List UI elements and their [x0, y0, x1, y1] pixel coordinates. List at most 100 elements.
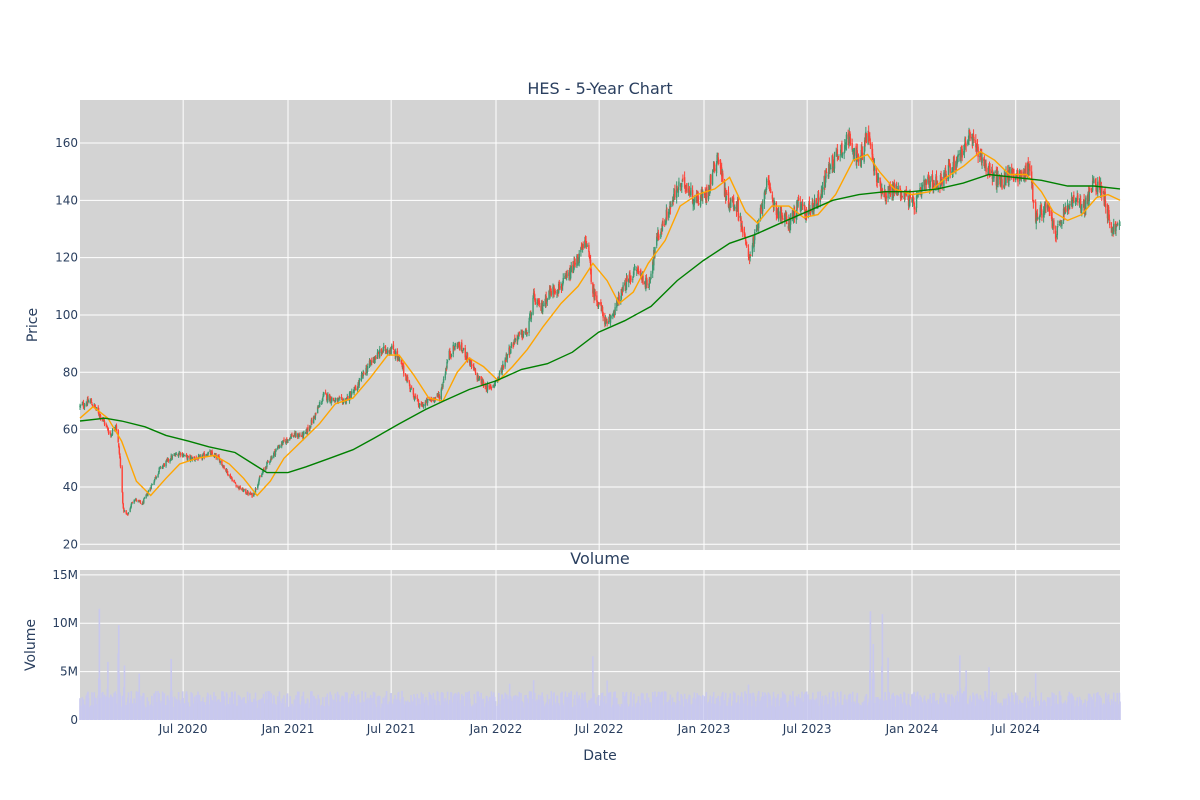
- candle-body: [829, 168, 832, 170]
- candle-body: [391, 345, 393, 349]
- candle-body: [521, 330, 523, 339]
- candle-body: [617, 297, 619, 302]
- candle-body: [518, 331, 521, 334]
- candle-body: [975, 140, 977, 148]
- candle-body: [665, 221, 667, 226]
- candle-body: [775, 202, 778, 216]
- candle-body: [536, 301, 539, 304]
- candle-body: [442, 383, 444, 387]
- candle-body: [490, 385, 492, 387]
- candle-body: [748, 255, 750, 259]
- candle-body: [221, 465, 224, 466]
- volume-bar: [107, 661, 109, 720]
- candle-body: [457, 344, 459, 348]
- candle-body: [550, 290, 552, 296]
- candle-body: [688, 186, 690, 193]
- candle-body: [877, 176, 880, 180]
- candle-body: [885, 195, 888, 199]
- candle-body: [765, 187, 767, 193]
- candle-body: [625, 277, 628, 290]
- candle-body: [632, 276, 635, 278]
- candle-body: [741, 225, 743, 231]
- candle-body: [928, 177, 930, 188]
- candle-body: [131, 502, 133, 505]
- volume-bar: [462, 696, 465, 720]
- candle-body: [887, 190, 889, 199]
- candle-body: [800, 206, 803, 207]
- candle-body: [797, 199, 799, 207]
- volume-bar: [470, 706, 473, 720]
- volume-bar: [837, 702, 840, 720]
- candle-body: [134, 500, 136, 502]
- candle-body: [645, 278, 648, 280]
- volume-bar: [474, 703, 477, 720]
- volume-bars: [79, 608, 1121, 720]
- volume-bar: [892, 692, 894, 720]
- candle-body: [903, 194, 906, 200]
- volume-bar: [801, 701, 804, 720]
- candle-body: [915, 208, 917, 210]
- candle-body: [710, 174, 712, 185]
- candle-body: [97, 407, 99, 412]
- candle-body: [899, 185, 901, 189]
- candle-body: [804, 206, 806, 216]
- candle-body: [125, 510, 127, 514]
- volume-bar: [111, 697, 114, 720]
- candle-body: [747, 248, 750, 257]
- candle-body: [968, 130, 970, 139]
- candle-body: [561, 283, 564, 287]
- candle-body: [844, 145, 846, 153]
- candle-body: [158, 467, 160, 472]
- candle-body: [620, 300, 622, 302]
- volume-bar: [988, 667, 990, 720]
- candle-body: [444, 374, 446, 379]
- volume-bar: [295, 695, 297, 720]
- candle-body: [401, 362, 403, 364]
- candle-body: [1113, 223, 1115, 235]
- candle-body: [458, 345, 461, 350]
- candle-body: [841, 153, 844, 156]
- candle-body: [109, 432, 111, 435]
- volume-bar: [785, 702, 788, 720]
- volume-bar: [609, 691, 612, 720]
- candle-body: [218, 458, 221, 463]
- candle-body: [566, 274, 568, 276]
- candle-body: [1033, 201, 1035, 203]
- candle-body: [565, 275, 567, 278]
- candle-body: [578, 253, 580, 264]
- candle-body: [141, 501, 144, 505]
- candle-body: [828, 164, 830, 178]
- volume-bar: [821, 695, 824, 720]
- candle-body: [339, 397, 341, 399]
- candle-body: [1041, 213, 1043, 218]
- candle-body: [332, 397, 335, 401]
- candle-body: [742, 228, 744, 233]
- candle-body: [772, 199, 774, 203]
- candle-body: [151, 484, 154, 486]
- volume-bar: [98, 608, 101, 720]
- candle-body: [163, 463, 166, 467]
- candle-body: [338, 398, 340, 400]
- candle-body: [597, 303, 600, 307]
- candle-body: [622, 285, 624, 291]
- candle-body: [366, 368, 368, 374]
- volume-tick-label: 0: [70, 713, 78, 727]
- volume-bar: [343, 700, 345, 720]
- volume-bar: [638, 702, 640, 720]
- volume-bar: [336, 691, 339, 720]
- candle-body: [526, 332, 529, 334]
- candle-body: [485, 385, 488, 390]
- candle-body: [879, 182, 882, 191]
- candle-body: [382, 347, 384, 353]
- candle-body: [913, 197, 915, 204]
- candle-body: [633, 268, 635, 275]
- candle-body: [713, 162, 715, 171]
- candle-body: [227, 474, 229, 476]
- candle-body: [175, 454, 178, 455]
- volume-bar: [845, 702, 848, 720]
- candle-body: [699, 196, 702, 206]
- candle-body: [318, 404, 321, 407]
- candle-body: [375, 356, 377, 359]
- candle-body: [83, 405, 86, 408]
